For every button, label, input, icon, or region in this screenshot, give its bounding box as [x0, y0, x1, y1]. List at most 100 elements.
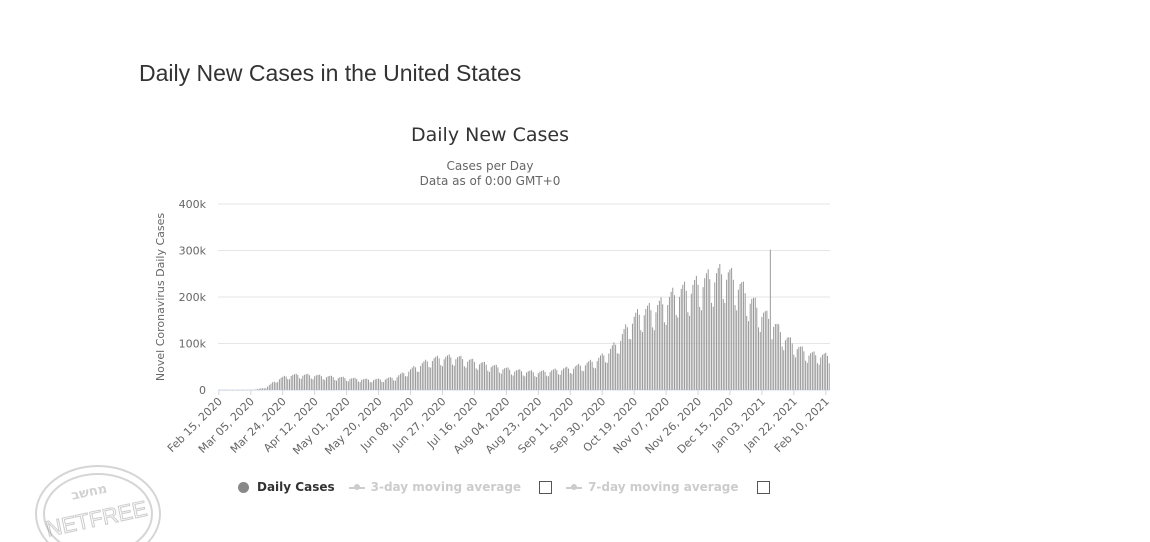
bar-daily-cases — [739, 283, 741, 391]
bar-daily-cases — [556, 369, 558, 391]
bar-daily-cases — [714, 282, 716, 391]
bar-daily-cases — [322, 379, 324, 391]
bar-daily-cases — [414, 367, 417, 391]
bar-daily-cases — [374, 379, 376, 391]
bar-daily-cases — [372, 380, 375, 391]
bar-daily-cases — [337, 377, 339, 391]
bar-daily-cases — [515, 370, 518, 391]
bar-daily-cases — [473, 361, 475, 391]
bar-daily-cases — [808, 355, 810, 391]
bar-daily-cases — [544, 371, 546, 391]
bar-daily-cases — [499, 372, 501, 391]
bar-daily-cases — [228, 389, 230, 391]
checkbox-7day-average[interactable] — [756, 480, 770, 494]
bar-daily-cases — [803, 351, 805, 391]
bar-daily-cases — [309, 375, 311, 391]
bar-daily-cases — [626, 327, 628, 391]
bar-daily-cases — [557, 374, 560, 391]
bar-daily-cases — [594, 368, 597, 391]
bar-daily-cases — [472, 358, 474, 391]
bar-daily-cases — [744, 292, 746, 391]
bar-daily-cases — [697, 284, 699, 391]
bar-daily-cases — [379, 379, 381, 391]
bar-daily-cases — [362, 379, 365, 391]
bar-daily-cases — [418, 371, 420, 391]
bar-daily-cases — [620, 340, 622, 391]
bar-daily-cases — [776, 323, 778, 391]
bar-daily-cases — [243, 389, 245, 391]
bar-daily-cases — [788, 337, 790, 391]
bar-daily-cases — [273, 381, 275, 391]
bar-daily-cases — [527, 371, 529, 391]
bar-daily-cases — [255, 389, 257, 391]
bar-daily-cases — [325, 377, 328, 391]
bar-daily-cases — [256, 388, 259, 391]
bar-daily-cases — [431, 360, 433, 391]
bar-daily-cases — [366, 378, 368, 391]
bar-daily-cases — [810, 352, 812, 391]
y-tick-label: 200k — [179, 291, 207, 304]
bar-daily-cases — [771, 339, 773, 391]
legend-7day-average[interactable]: 7-day moving average — [566, 480, 770, 494]
bar-daily-cases — [586, 362, 588, 391]
bar-daily-cases — [349, 378, 351, 391]
bar-daily-cases — [584, 365, 586, 391]
bar-daily-cases — [477, 369, 479, 391]
bar-daily-cases — [462, 358, 464, 391]
y-tick-label: 300k — [179, 245, 207, 258]
bar-daily-cases — [736, 310, 738, 391]
bar-daily-cases — [314, 376, 316, 391]
bar-daily-cases — [732, 279, 734, 391]
bar-daily-cases — [332, 376, 334, 391]
bar-daily-cases — [519, 369, 521, 391]
chart-legend: Daily Cases 3-day moving average 7-day m… — [238, 480, 784, 494]
bar-daily-cases — [610, 348, 612, 391]
bar-daily-cases — [751, 298, 753, 391]
bar-daily-cases — [784, 340, 787, 391]
netfree-watermark: מחשב NETFREE — [35, 465, 161, 542]
legend-daily-cases-label: Daily Cases — [257, 480, 335, 494]
bar-daily-cases — [409, 369, 412, 391]
bar-daily-cases — [746, 315, 748, 391]
bar-daily-cases — [393, 380, 395, 391]
bar-daily-cases — [245, 389, 247, 391]
bar-daily-cases — [403, 373, 405, 391]
bar-daily-cases — [773, 326, 775, 391]
bar-daily-cases — [300, 378, 302, 391]
bar-daily-cases — [551, 370, 553, 391]
bar-daily-cases — [818, 364, 820, 391]
bar-daily-cases — [606, 362, 608, 391]
bar-daily-cases — [278, 379, 280, 391]
bar-daily-cases — [796, 349, 798, 391]
bar-daily-cases — [490, 367, 492, 391]
checkbox-3day-average[interactable] — [539, 480, 553, 494]
bar-daily-cases — [825, 352, 827, 391]
bar-daily-cases — [794, 357, 797, 391]
bar-daily-cases — [453, 365, 455, 391]
bar-daily-cases — [386, 378, 388, 391]
bar-daily-cases — [747, 321, 750, 391]
bar-daily-cases — [240, 389, 242, 391]
bar-daily-cases — [494, 365, 496, 391]
bar-daily-cases — [559, 374, 561, 391]
bar-daily-cases — [633, 316, 635, 391]
bar-daily-cases — [428, 366, 430, 391]
bar-daily-cases — [236, 389, 238, 391]
bar-daily-cases — [687, 312, 689, 391]
bar-daily-cases — [420, 365, 422, 391]
bar-daily-cases — [497, 367, 499, 391]
bar-daily-cases — [347, 381, 349, 391]
legend-3day-average[interactable]: 3-day moving average — [348, 480, 553, 494]
x-tick-label: Sep 30, 2020 — [547, 395, 608, 456]
bar-daily-cases — [672, 287, 674, 391]
legend-daily-cases[interactable]: Daily Cases — [238, 480, 335, 494]
bar-daily-cases — [425, 359, 427, 391]
bar-daily-cases — [741, 282, 743, 391]
bar-daily-cases — [290, 375, 292, 391]
bar-daily-cases — [302, 375, 304, 391]
bar-daily-cases — [399, 373, 401, 391]
bar-daily-cases — [430, 367, 432, 391]
bar-daily-cases — [226, 389, 228, 391]
bar-daily-cases — [500, 373, 502, 391]
bar-daily-cases — [224, 389, 227, 391]
